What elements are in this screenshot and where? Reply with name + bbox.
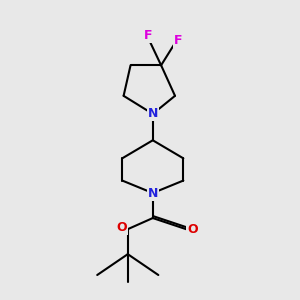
- Text: F: F: [144, 29, 153, 42]
- Text: N: N: [148, 187, 158, 200]
- Text: O: O: [116, 221, 127, 234]
- Text: F: F: [174, 34, 183, 47]
- Text: N: N: [148, 107, 158, 120]
- Text: O: O: [187, 223, 197, 236]
